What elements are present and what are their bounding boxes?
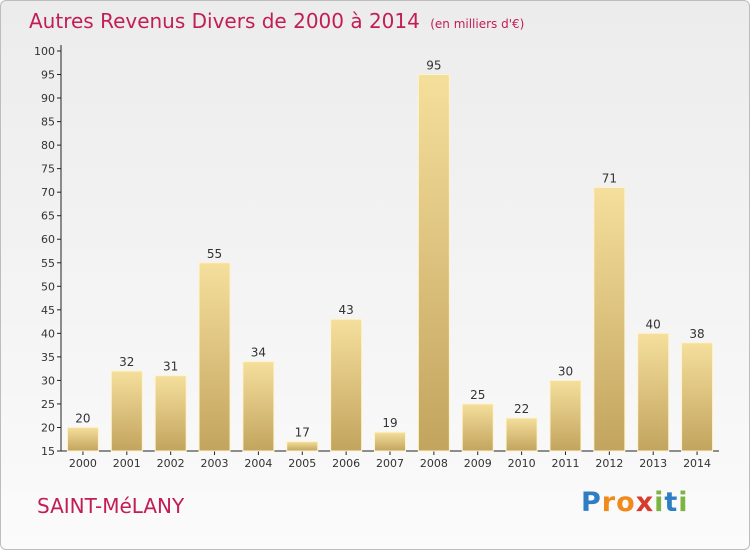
proxiti-logo: Proxiti bbox=[581, 487, 689, 518]
logo-letter: x bbox=[635, 487, 655, 518]
bar-2001 bbox=[110, 370, 143, 452]
chart-title-text: Autres Revenus Divers de 2000 à 2014 bbox=[29, 9, 420, 33]
value-label-2011: 30 bbox=[558, 364, 573, 378]
value-label-2014: 38 bbox=[689, 327, 704, 341]
y-tick-label: 35 bbox=[41, 351, 55, 364]
value-label-2013: 40 bbox=[646, 317, 661, 331]
x-tick-label-2009: 2009 bbox=[464, 457, 492, 470]
x-tick-label-2000: 2000 bbox=[69, 457, 97, 470]
bar-2010 bbox=[505, 417, 538, 452]
y-tick-label: 75 bbox=[41, 163, 55, 176]
y-tick-label: 25 bbox=[41, 398, 55, 411]
value-label-2003: 55 bbox=[207, 247, 222, 261]
labels: 20 2000 32 2001 31 2002 55 2003 34 2004 17 2005 43 20… bbox=[69, 59, 711, 470]
value-label-2000: 20 bbox=[75, 411, 90, 425]
y-tick-label: 85 bbox=[41, 116, 55, 129]
value-label-2005: 17 bbox=[295, 426, 310, 440]
x-tick-label-2014: 2014 bbox=[683, 457, 711, 470]
bar-2007 bbox=[374, 431, 406, 452]
bars bbox=[66, 74, 714, 452]
bar-2000 bbox=[66, 426, 99, 452]
bar-2013 bbox=[637, 332, 670, 452]
value-label-2001: 32 bbox=[119, 355, 134, 369]
logo-letter: t bbox=[664, 487, 679, 518]
x-tick-label-2013: 2013 bbox=[639, 457, 667, 470]
location-name: SAINT-MéLANY bbox=[37, 494, 185, 518]
y-tick-label: 60 bbox=[41, 233, 55, 246]
chart-title: Autres Revenus Divers de 2000 à 2014 (en… bbox=[29, 9, 524, 33]
axes: 15 20 25 30 35 40 45 50 55 60 65 70 75 80 85 90 95 100 bbox=[34, 45, 719, 458]
y-tick-label: 15 bbox=[41, 445, 55, 458]
y-tick-label: 55 bbox=[41, 257, 55, 270]
x-tick-label-2002: 2002 bbox=[157, 457, 185, 470]
x-tick-label-2012: 2012 bbox=[595, 457, 623, 470]
y-tick-label: 100 bbox=[34, 45, 55, 58]
bar-2004 bbox=[242, 361, 275, 452]
logo-letter: r bbox=[601, 487, 617, 518]
y-tick-label: 30 bbox=[41, 374, 55, 387]
logo-letter: P bbox=[581, 487, 602, 518]
bar-2005 bbox=[286, 441, 319, 452]
value-label-2006: 43 bbox=[338, 303, 353, 317]
x-tick-label-2006: 2006 bbox=[332, 457, 360, 470]
x-tick-label-2004: 2004 bbox=[244, 457, 272, 470]
y-tick-label: 20 bbox=[41, 421, 55, 434]
x-tick-label-2005: 2005 bbox=[288, 457, 316, 470]
bar-2014 bbox=[681, 342, 714, 452]
y-tick-label: 45 bbox=[41, 304, 55, 317]
bar-2003 bbox=[198, 262, 231, 452]
bar-2008 bbox=[417, 74, 450, 452]
y-tick-label: 65 bbox=[41, 210, 55, 223]
value-label-2004: 34 bbox=[251, 346, 266, 360]
value-label-2009: 25 bbox=[470, 388, 485, 402]
bar-2012 bbox=[593, 186, 626, 452]
x-tick-label-2008: 2008 bbox=[420, 457, 448, 470]
logo-letter: o bbox=[616, 487, 636, 518]
bar-2006 bbox=[330, 318, 363, 452]
x-tick-label-2010: 2010 bbox=[508, 457, 536, 470]
bar-2011 bbox=[549, 379, 582, 452]
bar-2002 bbox=[154, 375, 187, 452]
value-label-2008: 95 bbox=[426, 59, 441, 73]
y-tick-label: 90 bbox=[41, 92, 55, 105]
logo-letter: i bbox=[654, 487, 665, 518]
x-tick-label-2003: 2003 bbox=[201, 457, 229, 470]
x-tick-label-2011: 2011 bbox=[551, 457, 579, 470]
y-tick-label: 70 bbox=[41, 186, 55, 199]
value-label-2007: 19 bbox=[382, 416, 397, 430]
y-tick-label: 95 bbox=[41, 69, 55, 82]
logo-letter: i bbox=[678, 487, 689, 518]
y-tick-label: 40 bbox=[41, 327, 55, 340]
chart-subtitle: (en milliers d'€) bbox=[430, 17, 525, 31]
x-tick-label-2007: 2007 bbox=[376, 457, 404, 470]
bar-2009 bbox=[461, 403, 494, 452]
value-label-2012: 71 bbox=[602, 171, 617, 185]
y-tick-label: 80 bbox=[41, 139, 55, 152]
x-tick-label-2001: 2001 bbox=[113, 457, 141, 470]
value-label-2010: 22 bbox=[514, 402, 529, 416]
value-label-2002: 31 bbox=[163, 360, 178, 374]
y-tick-label: 50 bbox=[41, 280, 55, 293]
